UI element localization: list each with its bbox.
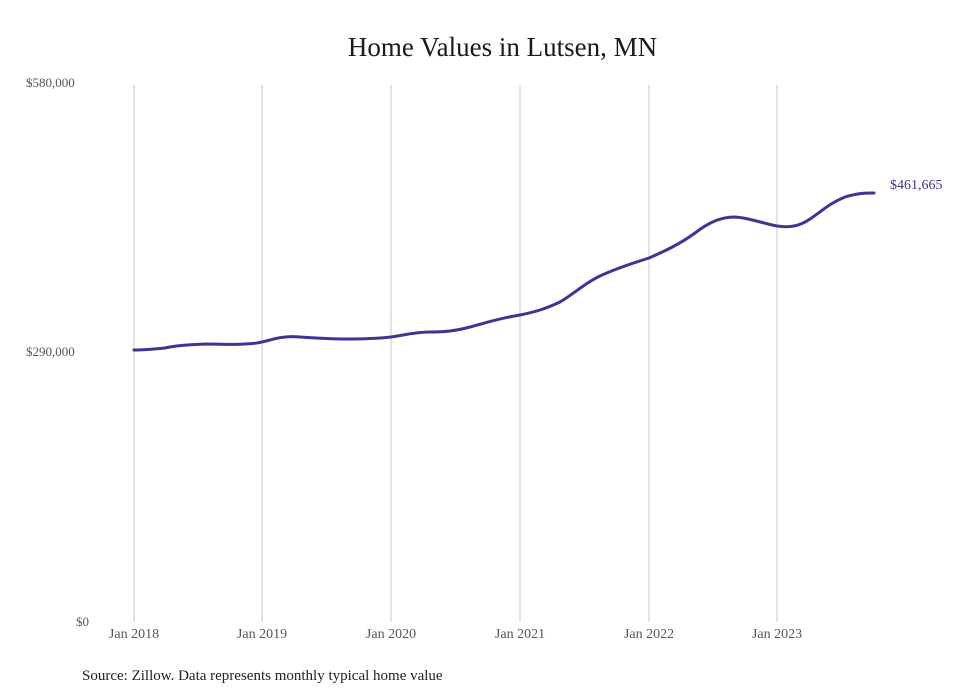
- x-tick-2019: Jan 2019: [236, 627, 288, 642]
- x-tick-2021: Jan 2021: [494, 627, 546, 642]
- home-value-line: [132, 191, 876, 352]
- x-tick-2023: Jan 2023: [751, 627, 803, 642]
- gridlines: [133, 85, 778, 622]
- chart-title: Home Values in Lutsen, MN: [347, 32, 658, 62]
- y-tick-top: $580,000: [26, 75, 75, 90]
- x-tick-2020: Jan 2020: [365, 627, 417, 642]
- source-note: Source: Zillow. Data represents monthly …: [82, 668, 443, 684]
- end-value-label: $461,665: [890, 178, 943, 193]
- y-tick-mid: $290,000: [26, 344, 75, 359]
- x-tick-2018: Jan 2018: [108, 627, 160, 642]
- y-tick-bottom: $0: [76, 614, 89, 629]
- x-tick-2022: Jan 2022: [623, 627, 675, 642]
